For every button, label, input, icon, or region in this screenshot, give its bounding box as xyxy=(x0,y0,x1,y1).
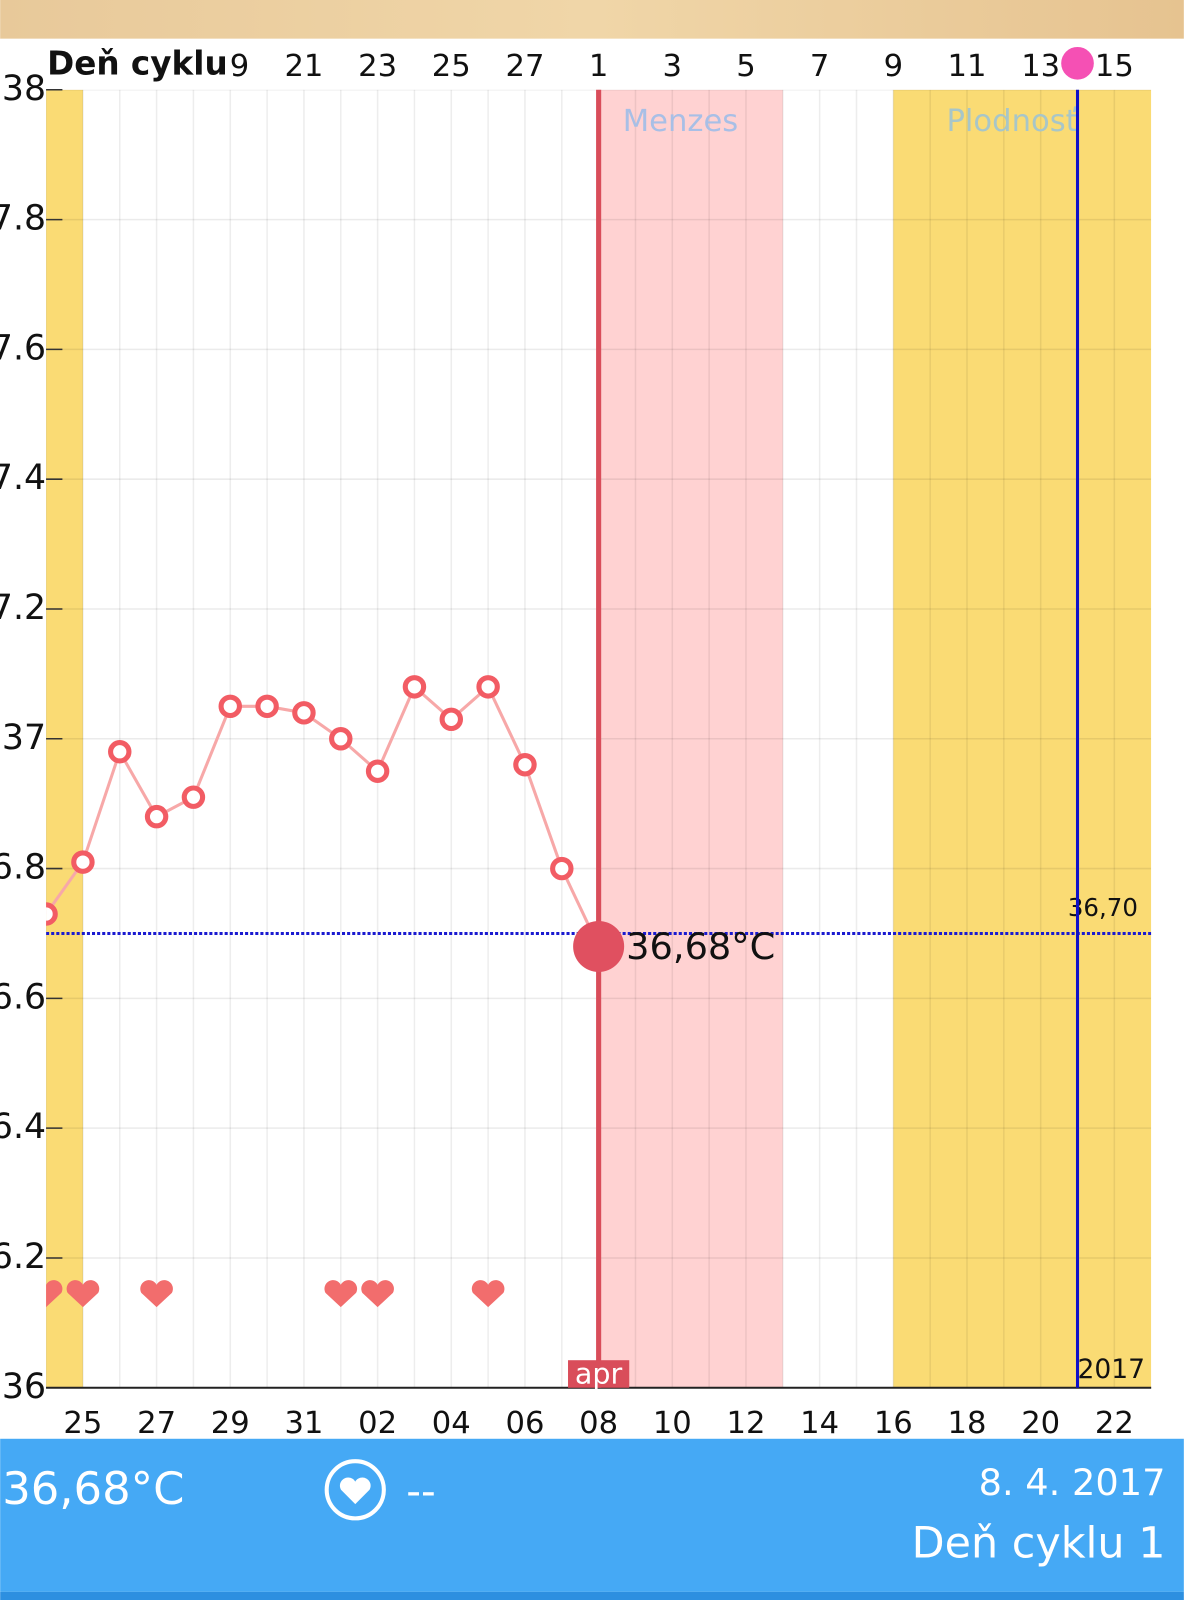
point xyxy=(218,694,242,719)
cycle-day-label: 1 xyxy=(589,49,608,84)
point xyxy=(402,675,427,699)
point xyxy=(329,727,353,751)
x-tick-label: 02 xyxy=(358,1406,397,1441)
point xyxy=(550,856,574,881)
status-edge xyxy=(0,1591,1184,1600)
point xyxy=(513,753,537,777)
heart xyxy=(66,1280,100,1308)
heart xyxy=(471,1280,505,1308)
month-label: apr xyxy=(575,1357,623,1391)
y-tick-label: 36.2 xyxy=(0,1237,46,1277)
cycle-day-label: 5 xyxy=(736,49,755,84)
x-tick-label: 27 xyxy=(137,1406,176,1441)
y-tick-label: 37.8 xyxy=(0,199,46,239)
y-tick-label: 37.2 xyxy=(0,588,46,628)
x-tick-label: 18 xyxy=(948,1406,987,1441)
selected-point xyxy=(573,920,625,972)
cycle-day-label: 11 xyxy=(948,49,987,84)
x-tick-label: 10 xyxy=(653,1406,692,1441)
y-tick-label: 36.6 xyxy=(0,977,46,1017)
status-date: 8. 4. 2017 xyxy=(979,1461,1166,1504)
cycle-day-label: 13 xyxy=(1021,49,1060,84)
series-line xyxy=(46,684,601,948)
heart xyxy=(46,1280,63,1308)
x-tick-label: 22 xyxy=(1095,1406,1134,1441)
today-dot xyxy=(1061,46,1094,80)
x-tick-label: 04 xyxy=(432,1406,471,1441)
heart-icon xyxy=(339,1477,371,1505)
month-tag xyxy=(568,1360,630,1388)
x-tick-label: 20 xyxy=(1021,1406,1060,1441)
cycle-day-title: Deň cyklu xyxy=(47,44,228,82)
cycle-day-label: 9 xyxy=(230,49,249,84)
point xyxy=(439,707,464,732)
x-tick-label: 16 xyxy=(874,1406,913,1441)
status-temp: 36,68°C xyxy=(2,1462,184,1515)
cycle-day-label: 23 xyxy=(358,49,397,84)
x-tick-label: 06 xyxy=(505,1406,544,1441)
cycle-day-label: 9 xyxy=(884,49,903,84)
band xyxy=(598,89,783,1388)
heart xyxy=(361,1280,394,1308)
cycle-day-label: 25 xyxy=(432,49,471,84)
point xyxy=(71,850,95,874)
y-tick-label: 38 xyxy=(2,69,46,109)
band-label: Plodnosť xyxy=(946,104,1077,139)
overlay: MenzesPlodnosť3636.236.436.636.83737.237… xyxy=(0,44,1152,1441)
point xyxy=(108,740,132,764)
year-label: 2017 xyxy=(1078,1354,1145,1385)
point xyxy=(365,759,390,783)
x-tick-label: 08 xyxy=(579,1406,618,1441)
x-tick-label: 14 xyxy=(800,1406,839,1441)
cycle-day-label: 7 xyxy=(810,49,829,84)
x-tick-label: 25 xyxy=(63,1406,102,1441)
status-bar xyxy=(0,1438,1184,1592)
point xyxy=(292,701,316,725)
status-cycle: Deň cyklu 1 xyxy=(912,1518,1166,1568)
y-tick-label: 36 xyxy=(2,1367,46,1407)
x-tick-label: 12 xyxy=(727,1406,766,1441)
heart xyxy=(140,1280,173,1308)
wood-strip xyxy=(0,0,1184,39)
point xyxy=(144,804,169,829)
band-label: Menzes xyxy=(623,104,739,139)
point xyxy=(476,675,500,699)
cycle-day-label: 27 xyxy=(505,49,544,84)
cycle-day-label: 21 xyxy=(284,49,323,84)
y-tick-label: 37.6 xyxy=(0,328,46,368)
heart-button[interactable] xyxy=(324,1459,386,1521)
heart xyxy=(324,1280,358,1308)
point xyxy=(46,902,58,926)
y-tick-label: 37.4 xyxy=(0,458,46,498)
value-label: 36,68°C xyxy=(626,925,775,968)
cycle-day-label: 15 xyxy=(1095,49,1134,84)
x-tick-label: 31 xyxy=(284,1406,323,1441)
reference-label: 36,70 xyxy=(1068,893,1138,922)
y-tick-label: 37 xyxy=(2,718,46,758)
point xyxy=(255,694,279,719)
y-tick-label: 36.8 xyxy=(0,848,46,888)
x-tick-label: 29 xyxy=(211,1406,250,1441)
point xyxy=(181,785,206,809)
plot xyxy=(46,89,1152,1388)
status-note: -- xyxy=(406,1467,435,1515)
cycle-day-label: 3 xyxy=(663,49,682,84)
band xyxy=(893,89,1152,1388)
y-tick-label: 36.4 xyxy=(0,1107,46,1147)
